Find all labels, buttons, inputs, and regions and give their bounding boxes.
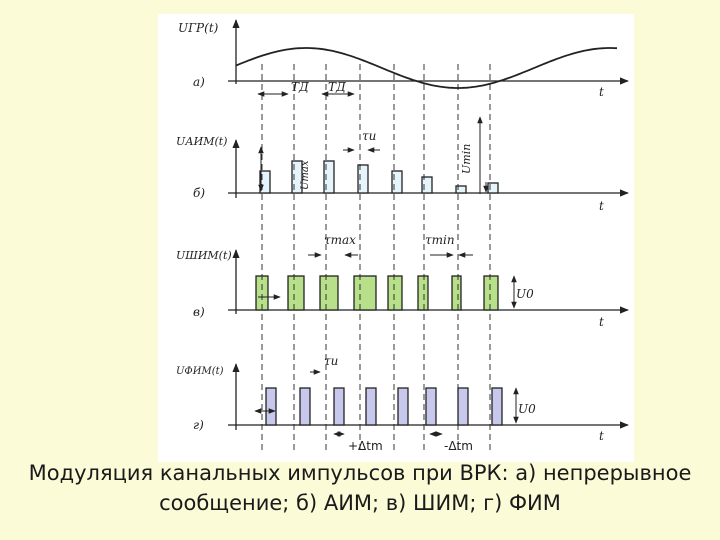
panel-d-time-label: t [599,429,604,443]
minus-dt-label: -Δtm [444,439,473,453]
ppm-pulse-5 [397,387,409,426]
panel-b-letter: б) [193,186,205,200]
pwm-pulse-8 [483,275,499,311]
td-label-1: TД [291,80,309,94]
pwm-pulse-4 [353,275,377,311]
modulation-diagram: UГР(t) а) t TД TД Umin UАИМ(t) б) t Umax… [176,19,629,454]
ppm-pulse-2 [299,387,311,426]
pwm-pulse-group [255,275,499,311]
pam-pulse-5 [391,170,403,194]
pam-pulse-4 [357,164,369,194]
panel-b-axis-label: UАИМ(t) [176,135,227,148]
tau-label-d: τи [324,354,338,368]
pwm-pulse-3 [319,275,339,311]
panel-b: UАИМ(t) б) t Umax τи [176,129,629,213]
u0-label-c: U0 [516,287,534,301]
panel-a: UГР(t) а) t TД TД Umin [178,19,629,194]
ppm-pulse-4 [365,387,377,426]
panel-d-letter: г) [193,418,204,432]
pam-pulse-7 [455,185,467,194]
tau-max-label: τmax [324,233,356,247]
ppm-pulse-7 [457,387,469,426]
tau-label-b: τи [362,129,376,143]
ppm-pulse-8 [491,387,503,426]
panel-a-letter: а) [193,75,205,89]
ppm-pulse-6 [425,387,437,426]
pam-pulse-8 [487,182,499,194]
panel-c-time-label: t [599,315,604,329]
panel-b-time-label: t [599,199,604,213]
pwm-pulse-5 [387,275,403,311]
panel-c: UШИМ(t) в) t τmax τmin U0 [176,233,629,329]
message-signal-curve [235,47,618,89]
caption-line-2: сообщение; б) АИМ; в) ШИМ; г) ФИМ [159,491,561,515]
pam-pulse-3 [323,160,335,194]
umin-label: Umin [460,144,473,174]
panel-d: UФИМ(t) г) t τи U0 +Δtm -Δtm [176,354,629,453]
pwm-pulse-6 [417,275,429,311]
panel-a-time-label: t [599,85,604,99]
pam-pulse-group [259,160,499,194]
ppm-pulse-group [265,387,503,426]
panel-c-axis-label: UШИМ(t) [176,249,232,262]
modulation-figure: UГР(t) а) t TД TД Umin UАИМ(t) б) t Umax… [158,14,634,462]
panel-a-axis-label: UГР(t) [178,21,219,35]
sampling-guide-lines [261,64,491,454]
td-label-2: TД [328,80,346,94]
tau-min-label: τmin [425,233,455,247]
panel-c-letter: в) [193,305,205,319]
caption-line-1: Модуляция канальных импульсов при ВРК: а… [28,461,692,485]
panel-d-axis-label: UФИМ(t) [176,366,224,377]
u0-label-d: U0 [518,402,536,416]
pam-pulse-2 [291,160,303,194]
pwm-pulse-2 [287,275,305,311]
ppm-pulse-1 [265,387,277,426]
ppm-pulse-3 [333,387,345,426]
pam-pulse-6 [421,176,433,194]
figure-caption: Модуляция канальных импульсов при ВРК: а… [0,458,720,518]
pwm-pulse-7 [451,275,462,311]
umax-label: Umax [300,160,311,190]
plus-dt-label: +Δtm [348,439,383,453]
